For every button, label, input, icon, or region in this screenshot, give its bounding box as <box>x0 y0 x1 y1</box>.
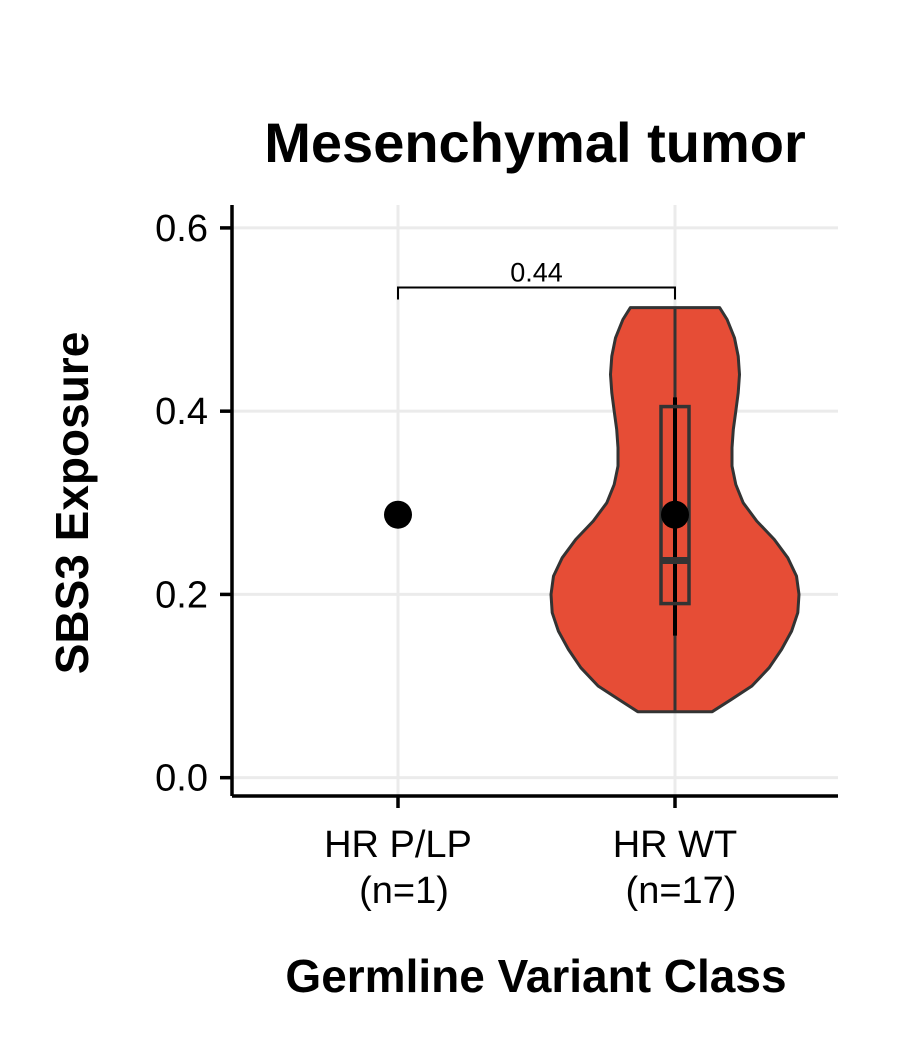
y-tick-label: 0.6 <box>155 208 208 250</box>
y-tick-label: 0.2 <box>155 574 208 616</box>
x-tick-label-line1: HR WT <box>613 824 738 866</box>
comparison-bracket <box>397 286 676 300</box>
x-tick-label-hr_wt: HR WT (n=17) <box>613 824 738 912</box>
point-hr_wt <box>661 500 689 529</box>
point-hr_plp <box>384 500 412 529</box>
y-axis-title: SBS3 Exposure <box>46 332 98 675</box>
x-axis-title: Germline Variant Class <box>285 950 786 1002</box>
x-tick-label-line2: (n=17) <box>626 870 737 912</box>
x-tick-label-line1: HR P/LP <box>324 824 472 866</box>
chart-title: Mesenchymal tumor <box>264 111 806 174</box>
p-value-label: 0.44 <box>510 257 563 287</box>
box-iqr <box>659 404 691 606</box>
plot-marks: 0.44 <box>384 257 801 714</box>
x-tick-label-line2: (n=1) <box>359 870 449 912</box>
y-tick-label: 0.4 <box>155 391 208 433</box>
grid <box>232 205 838 796</box>
y-tick-label: 0.0 <box>155 758 208 800</box>
x-tick-label-hr_plp: HR P/LP (n=1) <box>324 824 472 912</box>
axes: 0.0 0.2 0.4 0.6 HR P/LP (n=1) HR WT (n=17) <box>155 205 838 912</box>
